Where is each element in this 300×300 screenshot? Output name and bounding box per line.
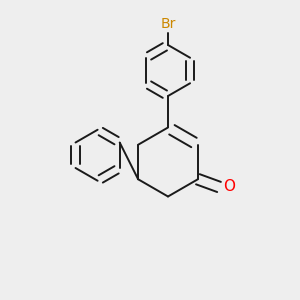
Text: Br: Br	[160, 16, 176, 31]
Text: O: O	[223, 179, 235, 194]
